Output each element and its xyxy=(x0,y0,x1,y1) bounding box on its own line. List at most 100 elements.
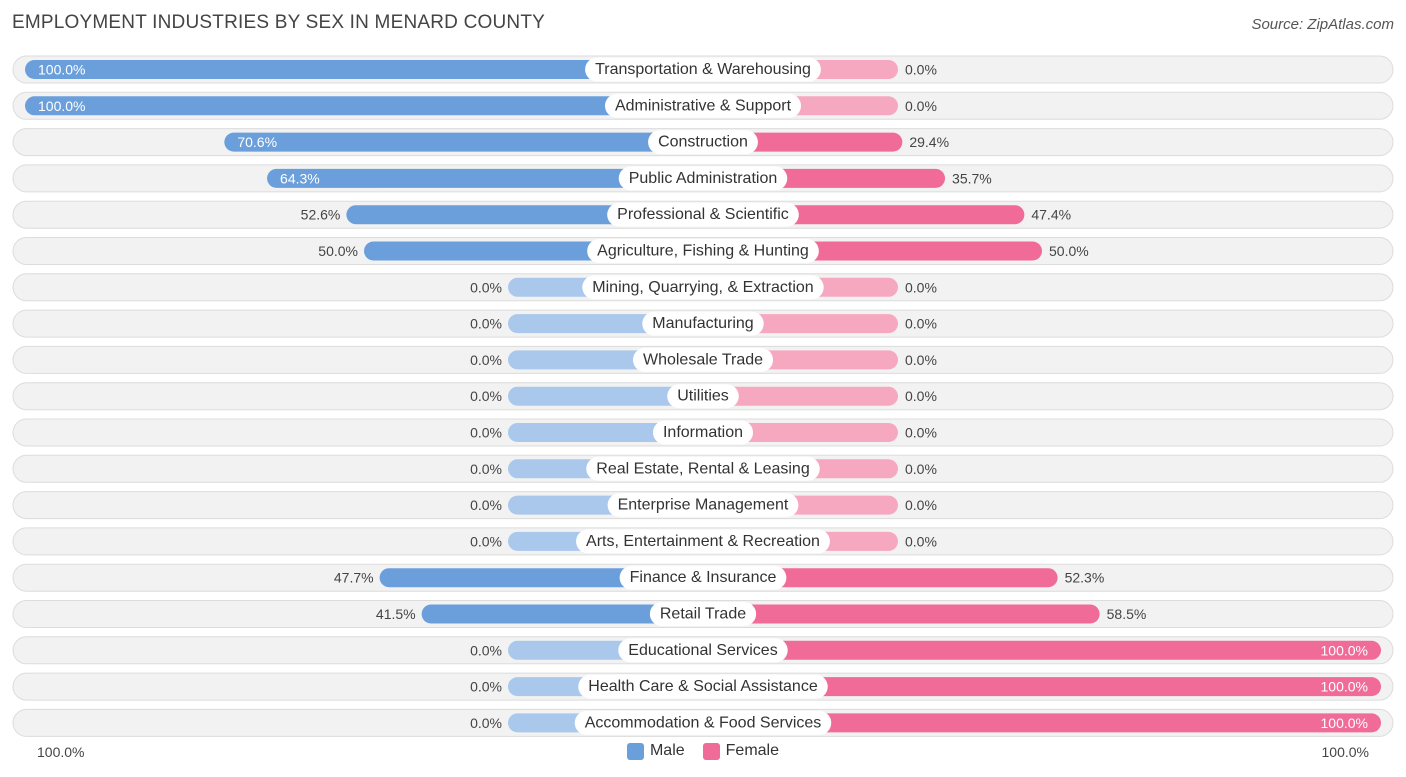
category-label-pill xyxy=(576,529,830,554)
legend: Male Female xyxy=(0,742,1406,760)
data-label-female: 100.0% xyxy=(1321,642,1368,658)
bar-male xyxy=(421,604,703,624)
data-label-female: 100.0% xyxy=(1321,679,1368,695)
data-label-male: 47.7% xyxy=(334,570,374,586)
data-label-female: 0.0% xyxy=(905,62,937,78)
category-label-pill xyxy=(574,710,832,735)
category-label: Manufacturing xyxy=(652,315,753,332)
data-label-female: 0.0% xyxy=(905,533,937,549)
category-label: Construction xyxy=(658,134,748,151)
legend-swatch-female xyxy=(702,742,720,760)
category-label: Finance & Insurance xyxy=(630,569,777,586)
category-label: Real Estate, Rental & Leasing xyxy=(596,460,809,477)
category-label-pill xyxy=(632,347,774,372)
bar-female xyxy=(703,386,898,406)
data-label-male: 0.0% xyxy=(470,461,502,477)
category-label-pill xyxy=(648,130,758,155)
data-label-male: 0.0% xyxy=(470,388,502,404)
axis-left-label: 100.0% xyxy=(37,744,85,760)
category-label: Public Administration xyxy=(629,170,778,187)
data-label-female: 50.0% xyxy=(1049,243,1089,259)
data-label-male: 0.0% xyxy=(470,533,502,549)
data-label-female: 52.3% xyxy=(1065,570,1105,586)
data-label-male: 50.0% xyxy=(318,243,358,259)
category-label: Arts, Entertainment & Recreation xyxy=(586,533,820,550)
data-label-male: 0.0% xyxy=(470,497,502,513)
bar-female xyxy=(703,713,1381,733)
data-label-male: 41.5% xyxy=(376,606,416,622)
category-label: Accommodation & Food Services xyxy=(585,714,822,731)
category-label-pill xyxy=(652,420,754,445)
category-label: Retail Trade xyxy=(660,606,746,623)
data-label-male: 0.0% xyxy=(470,279,502,295)
data-label-female: 0.0% xyxy=(905,425,937,441)
data-label-male: 70.6% xyxy=(237,134,277,150)
bar-female xyxy=(703,604,1100,624)
data-label-male: 0.0% xyxy=(470,352,502,368)
category-label: Utilities xyxy=(677,388,729,405)
data-label-male: 100.0% xyxy=(38,62,85,78)
data-label-male: 0.0% xyxy=(470,642,502,658)
data-label-female: 58.5% xyxy=(1107,606,1147,622)
bar-male xyxy=(25,96,703,116)
category-label-pill xyxy=(618,166,788,191)
data-label-male: 0.0% xyxy=(470,425,502,441)
category-label: Transportation & Warehousing xyxy=(595,61,811,78)
category-label-pill xyxy=(585,57,821,82)
category-label: Agriculture, Fishing & Hunting xyxy=(597,243,809,260)
chart-title: EMPLOYMENT INDUSTRIES BY SEX IN MENARD C… xyxy=(12,12,545,33)
data-label-female: 100.0% xyxy=(1321,715,1368,731)
data-label-female: 35.7% xyxy=(952,170,992,186)
bar-male xyxy=(224,132,703,152)
category-label-pill xyxy=(618,638,788,663)
category-label: Information xyxy=(663,424,743,441)
category-label-pill xyxy=(587,239,819,263)
category-label: Health Care & Social Assistance xyxy=(588,678,818,695)
chart-canvas: 100.0% 0.0% Transportation & Warehousing 10… xyxy=(12,55,1394,737)
data-label-female: 0.0% xyxy=(905,497,937,513)
category-label: Administrative & Support xyxy=(615,97,792,114)
bar-female xyxy=(703,568,1058,588)
axis-right-label: 100.0% xyxy=(1321,744,1369,760)
category-label-pill xyxy=(586,456,820,481)
bar-male xyxy=(25,60,703,79)
data-label-female: 0.0% xyxy=(905,352,937,368)
legend-item-female: Female xyxy=(702,742,780,760)
category-label-pill xyxy=(642,311,764,336)
legend-swatch-male xyxy=(626,742,644,760)
data-label-female: 29.4% xyxy=(909,134,949,150)
category-label: Professional & Scientific xyxy=(617,206,789,223)
legend-label-female: Female xyxy=(725,742,780,759)
data-label-male: 52.6% xyxy=(301,207,341,223)
category-label-pill xyxy=(604,93,802,118)
data-label-female: 0.0% xyxy=(905,316,937,332)
data-label-male: 0.0% xyxy=(470,679,502,695)
legend-label-male: Male xyxy=(649,742,685,759)
category-label-pill xyxy=(619,565,787,590)
bar-female xyxy=(703,640,1381,660)
bar-male xyxy=(267,168,703,188)
data-label-female: 0.0% xyxy=(905,98,937,114)
bar-female xyxy=(703,677,1381,697)
source-credit: Source: ZipAtlas.com xyxy=(1251,16,1394,33)
data-label-female: 0.0% xyxy=(905,388,937,404)
category-label: Educational Services xyxy=(628,642,777,659)
bar-male xyxy=(508,386,703,406)
data-label-female: 0.0% xyxy=(905,461,937,477)
data-label-male: 0.0% xyxy=(470,715,502,731)
category-label-pill xyxy=(607,493,799,518)
category-label-pill xyxy=(607,202,799,227)
category-label: Mining, Quarrying, & Extraction xyxy=(592,279,813,296)
category-label: Enterprise Management xyxy=(618,497,789,514)
category-label-pill xyxy=(649,602,757,626)
data-label-male: 0.0% xyxy=(470,316,502,332)
category-label-pill xyxy=(667,384,739,409)
category-label-pill xyxy=(582,275,824,300)
data-label-female: 0.0% xyxy=(905,279,937,295)
category-label: Wholesale Trade xyxy=(643,351,763,368)
data-label-female: 47.4% xyxy=(1031,207,1071,223)
data-label-male: 64.3% xyxy=(280,170,320,186)
legend-item-male: Male xyxy=(626,742,685,760)
category-label-pill xyxy=(578,674,828,699)
data-label-male: 100.0% xyxy=(38,98,85,114)
